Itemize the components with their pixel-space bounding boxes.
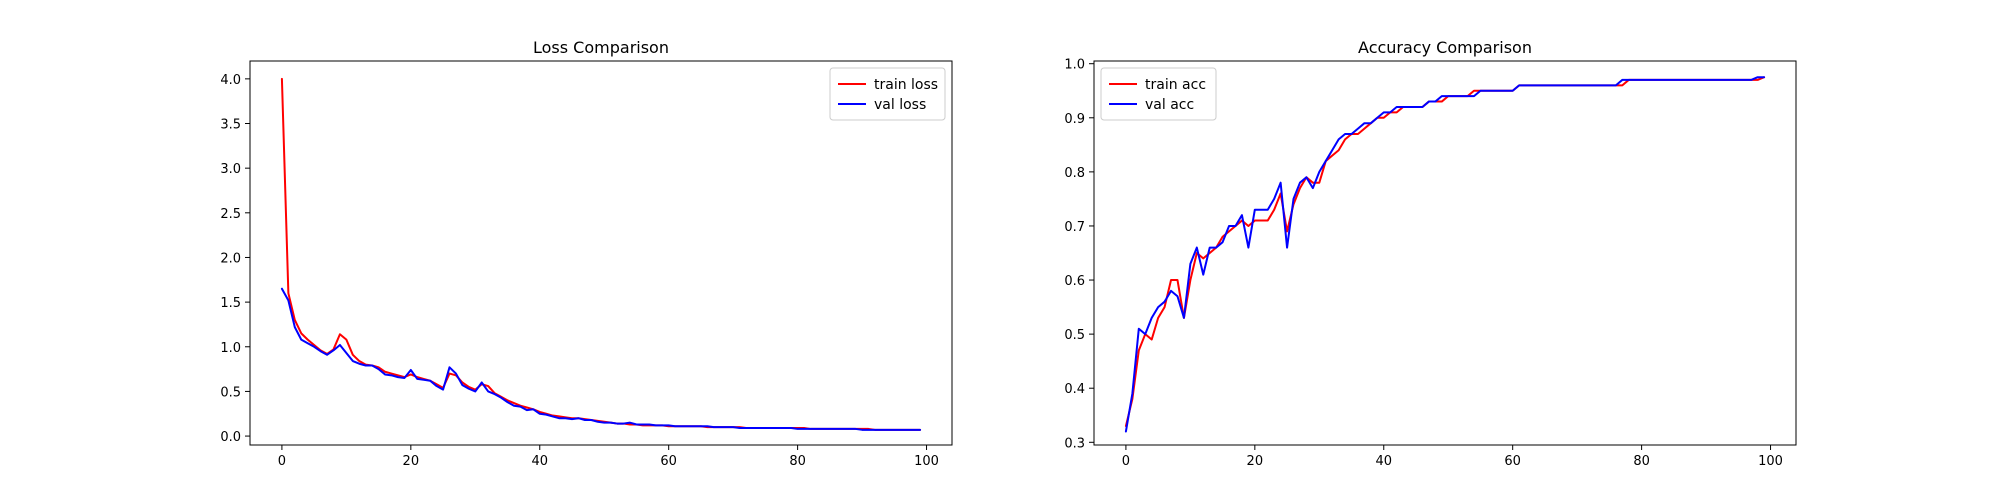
accuracy-y-tick-label: 0.4: [1064, 382, 1085, 397]
loss-legend-label: train loss: [874, 77, 938, 93]
accuracy-x-tick-label: 0: [1122, 454, 1130, 469]
accuracy-legend-box: [1100, 67, 1217, 121]
loss-x-tick-label: 80: [789, 454, 806, 469]
loss-y-tick-label: 0.0: [220, 430, 241, 445]
loss-chart-axes: [249, 60, 953, 446]
accuracy-y-tick-label: 1.0: [1064, 58, 1085, 73]
accuracy-legend-label: val acc: [1145, 97, 1194, 113]
loss-x-tick-label: 40: [531, 454, 548, 469]
accuracy-y-tick-label: 0.8: [1064, 166, 1085, 181]
loss-y-tick-label: 1.5: [220, 296, 241, 311]
accuracy-chart-title: Accuracy Comparison: [1358, 38, 1532, 57]
accuracy-chart-ticks: 0 20 40 60 80 100 0.3 0.4 0.5 0.6 0.7 0.8 0.9 1.0: [1064, 58, 1783, 469]
accuracy-y-tick-label: 0.5: [1064, 328, 1085, 343]
loss-chart-ticks: 0 20 40 60 80 100 0.0 0.5 1.0 1.5 2.0 2.5 3.0 3.5 4.0: [220, 73, 939, 469]
accuracy-y-tick-label: 0.3: [1064, 436, 1085, 451]
loss-chart-series: [280, 77, 922, 431]
loss-x-tick-label: 0: [278, 454, 286, 469]
accuracy-chart-panel: Accuracy Comparison 0 20 40 60 80 100 0.3 0.4 0.…: [1064, 38, 1797, 469]
accuracy-x-tick-label: 100: [1758, 454, 1783, 469]
loss-y-tick-label: 4.0: [220, 73, 241, 88]
accuracy-x-tick-label: 20: [1247, 454, 1264, 469]
accuracy-x-tick-label: 80: [1633, 454, 1650, 469]
loss-y-tick-label: 1.0: [220, 341, 241, 356]
loss-x-tick-label: 20: [403, 454, 420, 469]
accuracy-x-tick-label: 40: [1375, 454, 1392, 469]
loss-legend-box: [829, 67, 946, 121]
loss-x-tick-label: 100: [914, 454, 939, 469]
accuracy-y-tick-label: 0.6: [1064, 274, 1085, 289]
loss-y-tick-label: 3.0: [220, 162, 241, 177]
loss-y-tick-label: 0.5: [220, 385, 241, 400]
accuracy-chart-legend: train acc val acc: [1100, 67, 1217, 121]
loss-y-tick-label: 2.5: [220, 207, 241, 222]
loss-chart-title: Loss Comparison: [533, 38, 669, 57]
accuracy-chart-axes: [1093, 60, 1797, 446]
loss-chart-panel: Loss Comparison 0 20 40 60 80 100 0.0 0.5 1.0 1.5…: [220, 38, 953, 469]
accuracy-y-tick-label: 0.9: [1064, 112, 1085, 127]
accuracy-legend-label: train acc: [1145, 77, 1206, 93]
accuracy-chart-series: [1124, 76, 1766, 433]
loss-y-tick-label: 3.5: [220, 118, 241, 133]
accuracy-y-tick-label: 0.7: [1064, 220, 1085, 235]
loss-series-val-loss-line: [280, 287, 922, 431]
accuracy-x-tick-label: 60: [1504, 454, 1521, 469]
loss-legend-label: val loss: [874, 97, 926, 113]
loss-x-tick-label: 60: [660, 454, 677, 469]
accuracy-series-val-acc-line: [1124, 76, 1766, 433]
loss-chart-legend: train loss val loss: [829, 67, 946, 121]
loss-y-tick-label: 2.0: [220, 251, 241, 266]
